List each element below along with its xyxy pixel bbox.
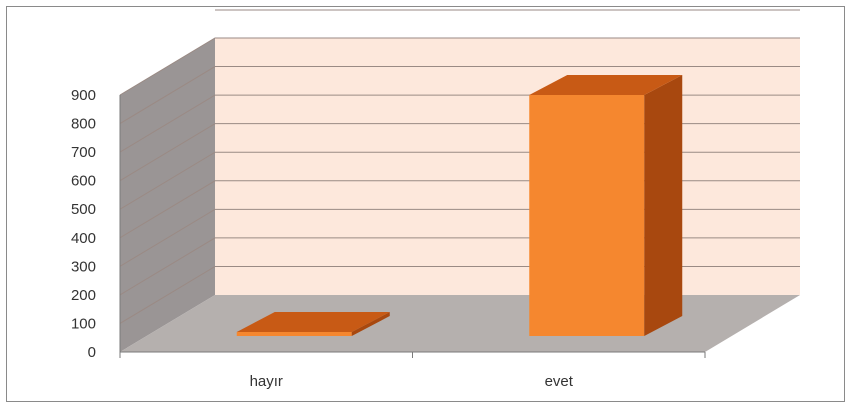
bar-top	[529, 75, 683, 95]
y-tick-label: 100	[71, 315, 96, 332]
y-tick-label: 0	[88, 344, 96, 361]
y-tick-label: 900	[71, 87, 96, 104]
x-category-label: hayır	[250, 373, 283, 390]
bar-side	[351, 312, 390, 336]
bar-top	[236, 312, 390, 332]
gridline	[119, 37, 800, 96]
y-tick-label: 500	[71, 201, 96, 218]
bar-side	[644, 75, 683, 336]
y-tick-label: 400	[71, 230, 96, 247]
bar-front	[236, 332, 352, 336]
bar-0	[236, 312, 390, 336]
chart-walls	[120, 38, 800, 352]
y-axis: 0 100 200 300 400 500 600 700 800 900	[71, 87, 121, 361]
gridline	[119, 66, 800, 124]
bars	[236, 75, 683, 336]
back-wall	[215, 38, 800, 295]
y-tick-label: 200	[71, 287, 96, 304]
bar-1	[529, 75, 683, 336]
y-tick-label: 800	[71, 116, 96, 133]
floor	[120, 295, 800, 352]
side-wall	[120, 38, 215, 352]
y-tick-label: 600	[71, 173, 96, 190]
x-category-label: evet	[545, 373, 574, 390]
y-tick-label: 300	[71, 258, 96, 275]
y-tick-label: 700	[71, 144, 96, 161]
bar-front	[529, 95, 645, 336]
x-axis: hayır evet	[119, 351, 706, 390]
